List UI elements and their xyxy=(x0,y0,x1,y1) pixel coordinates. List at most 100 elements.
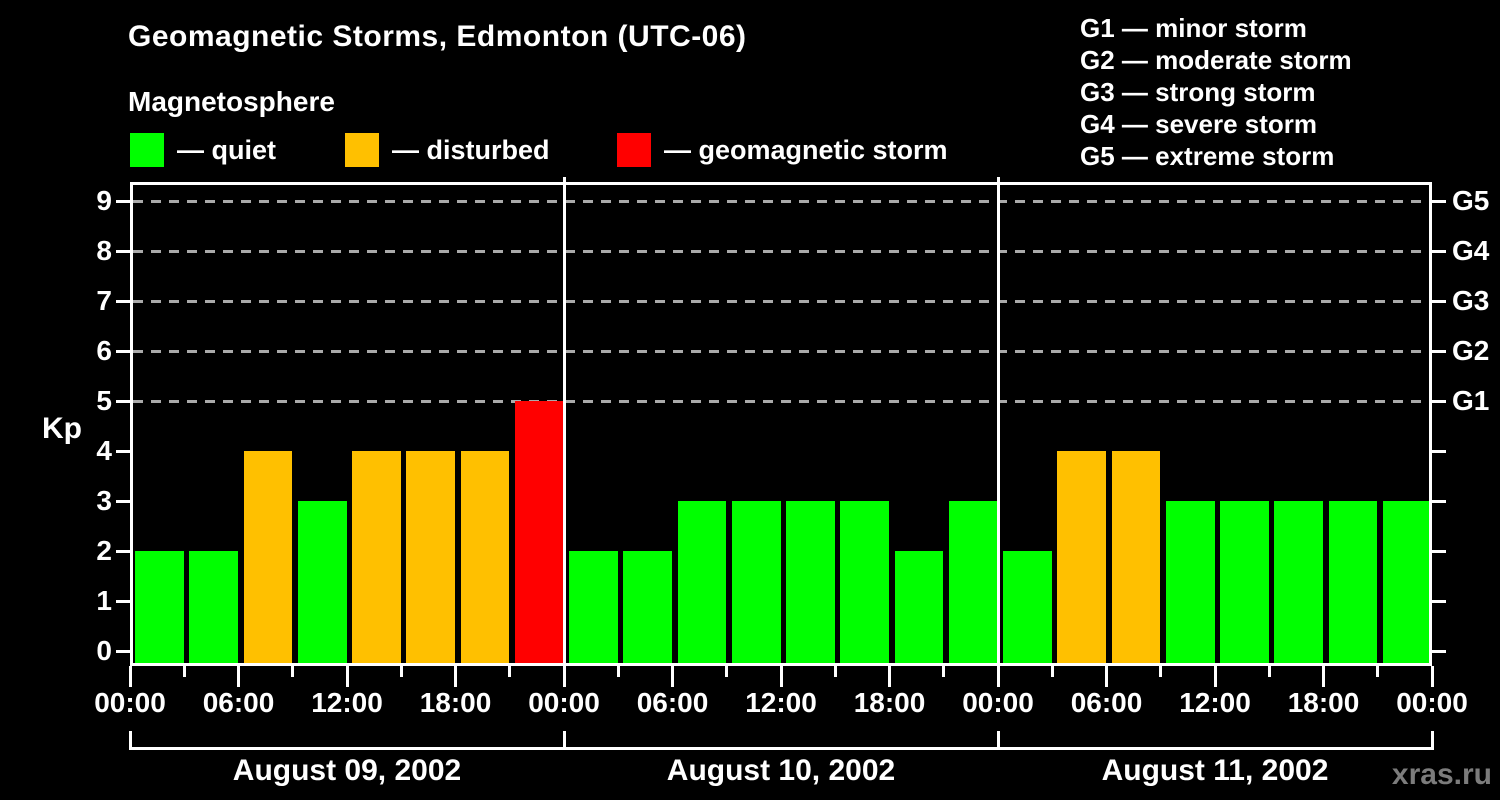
kp-bar xyxy=(1274,501,1323,663)
kp-bar xyxy=(623,551,672,663)
kp-bar xyxy=(514,401,564,663)
legend-label: — geomagnetic storm xyxy=(664,135,948,165)
x-tick-label: 06:00 xyxy=(1070,687,1143,718)
y-axis-tick xyxy=(116,599,130,603)
y-axis-tick xyxy=(116,299,130,303)
x-axis-minor-tick xyxy=(1376,666,1380,677)
y-axis-title: Kp xyxy=(42,412,82,445)
disturbed-color-swatch xyxy=(345,133,379,167)
kp-bar xyxy=(731,501,781,663)
gridline-kp8 xyxy=(133,249,1429,253)
kp-bar xyxy=(1003,551,1052,663)
watermark: xras.ru xyxy=(1391,758,1492,791)
y-axis-tick xyxy=(116,449,130,453)
x-axis-minor-tick xyxy=(616,666,620,677)
g-level-label: G5 xyxy=(1452,185,1490,216)
x-axis-major-tick xyxy=(671,666,674,687)
g-legend-line: G1 — minor storm xyxy=(1080,13,1307,43)
legend-label: — quiet xyxy=(177,135,276,165)
x-axis-major-tick xyxy=(779,666,783,687)
x-axis-major-tick xyxy=(888,666,891,687)
g-legend-line: G2 — moderate storm xyxy=(1080,45,1352,75)
g-level-label: G3 xyxy=(1452,285,1490,316)
right-axis-tick xyxy=(1432,349,1446,353)
x-axis-minor-tick xyxy=(1159,666,1163,677)
date-bracket-tick xyxy=(128,731,132,748)
gridline-kp7 xyxy=(133,299,1429,303)
x-axis-major-tick xyxy=(562,666,566,687)
x-tick-label: 18:00 xyxy=(1287,687,1360,718)
kp-bar xyxy=(243,451,293,663)
kp-bar xyxy=(840,501,889,663)
x-axis-major-tick xyxy=(128,666,132,687)
y-tick-label: 4 xyxy=(96,435,112,466)
y-axis-tick xyxy=(116,649,130,653)
x-axis-minor-tick xyxy=(291,666,295,677)
y-tick-label: 2 xyxy=(96,535,112,566)
x-axis-minor-tick xyxy=(182,666,186,677)
x-tick-label: 06:00 xyxy=(202,687,275,718)
y-tick-label: 7 xyxy=(96,285,112,316)
kp-bar xyxy=(135,551,184,663)
kp-bar xyxy=(786,501,835,663)
x-axis-major-tick xyxy=(1322,666,1325,687)
y-tick-label: 3 xyxy=(96,485,112,516)
x-axis-major-tick xyxy=(1213,666,1217,687)
x-axis-minor-tick xyxy=(725,666,729,677)
kp-bar xyxy=(1382,501,1432,663)
page-title: Geomagnetic Storms, Edmonton (UTC-06) xyxy=(128,20,747,53)
right-axis-tick xyxy=(1432,299,1446,303)
x-tick-label: 00:00 xyxy=(94,687,166,718)
g-legend-line: G3 — strong storm xyxy=(1080,77,1316,107)
y-axis-tick xyxy=(116,549,130,553)
y-tick-label: 0 xyxy=(96,635,112,666)
date-bracket-tick xyxy=(1430,731,1434,748)
x-tick-label: 12:00 xyxy=(745,687,817,718)
y-tick-label: 9 xyxy=(96,185,112,216)
kp-bar xyxy=(460,451,510,663)
right-axis-tick xyxy=(1432,499,1446,503)
x-axis-major-tick xyxy=(454,666,457,687)
kp-bar xyxy=(297,501,347,663)
right-axis-tick xyxy=(1432,199,1446,203)
right-axis-tick xyxy=(1432,649,1446,653)
date-bracket-line xyxy=(128,747,1434,750)
x-tick-label: 00:00 xyxy=(1396,687,1468,718)
kp-bar xyxy=(352,451,401,663)
y-axis-tick xyxy=(116,399,130,403)
g-level-label: G1 xyxy=(1452,385,1490,416)
x-tick-label: 06:00 xyxy=(636,687,709,718)
quiet-color-swatch xyxy=(130,133,164,167)
magnetosphere-label: Magnetosphere xyxy=(128,86,335,117)
kp-bar xyxy=(569,551,618,663)
y-tick-label: 8 xyxy=(96,235,112,266)
date-label: August 10, 2002 xyxy=(666,754,896,787)
x-axis-minor-tick xyxy=(1267,666,1271,677)
kp-bar xyxy=(1328,501,1378,663)
x-axis-minor-tick xyxy=(833,666,837,677)
right-axis-tick xyxy=(1432,549,1446,553)
kp-bar xyxy=(1220,501,1269,663)
kp-bar xyxy=(948,501,998,663)
right-axis-tick xyxy=(1432,599,1446,603)
g-scale-legend: G1 — minor storm G2 — moderate storm G3 … xyxy=(1080,12,1352,172)
kp-bar xyxy=(894,551,944,663)
right-axis-tick xyxy=(1432,249,1446,253)
right-axis-tick xyxy=(1432,399,1446,403)
date-bracket-tick xyxy=(996,731,1000,748)
date-label: August 11, 2002 xyxy=(1101,754,1329,787)
y-tick-label: 1 xyxy=(96,585,112,616)
date-bracket-tick xyxy=(562,731,566,748)
gridline-kp9 xyxy=(133,199,1429,203)
kp-bar xyxy=(677,501,727,663)
x-axis-major-tick xyxy=(237,666,240,687)
day-divider xyxy=(996,177,1000,666)
x-axis-major-tick xyxy=(345,666,349,687)
x-axis-minor-tick xyxy=(1050,666,1054,677)
kp-bar xyxy=(189,551,238,663)
y-axis-tick xyxy=(116,499,130,503)
x-tick-label: 12:00 xyxy=(1179,687,1251,718)
kp-bar xyxy=(406,451,455,663)
x-axis-minor-tick xyxy=(942,666,946,677)
